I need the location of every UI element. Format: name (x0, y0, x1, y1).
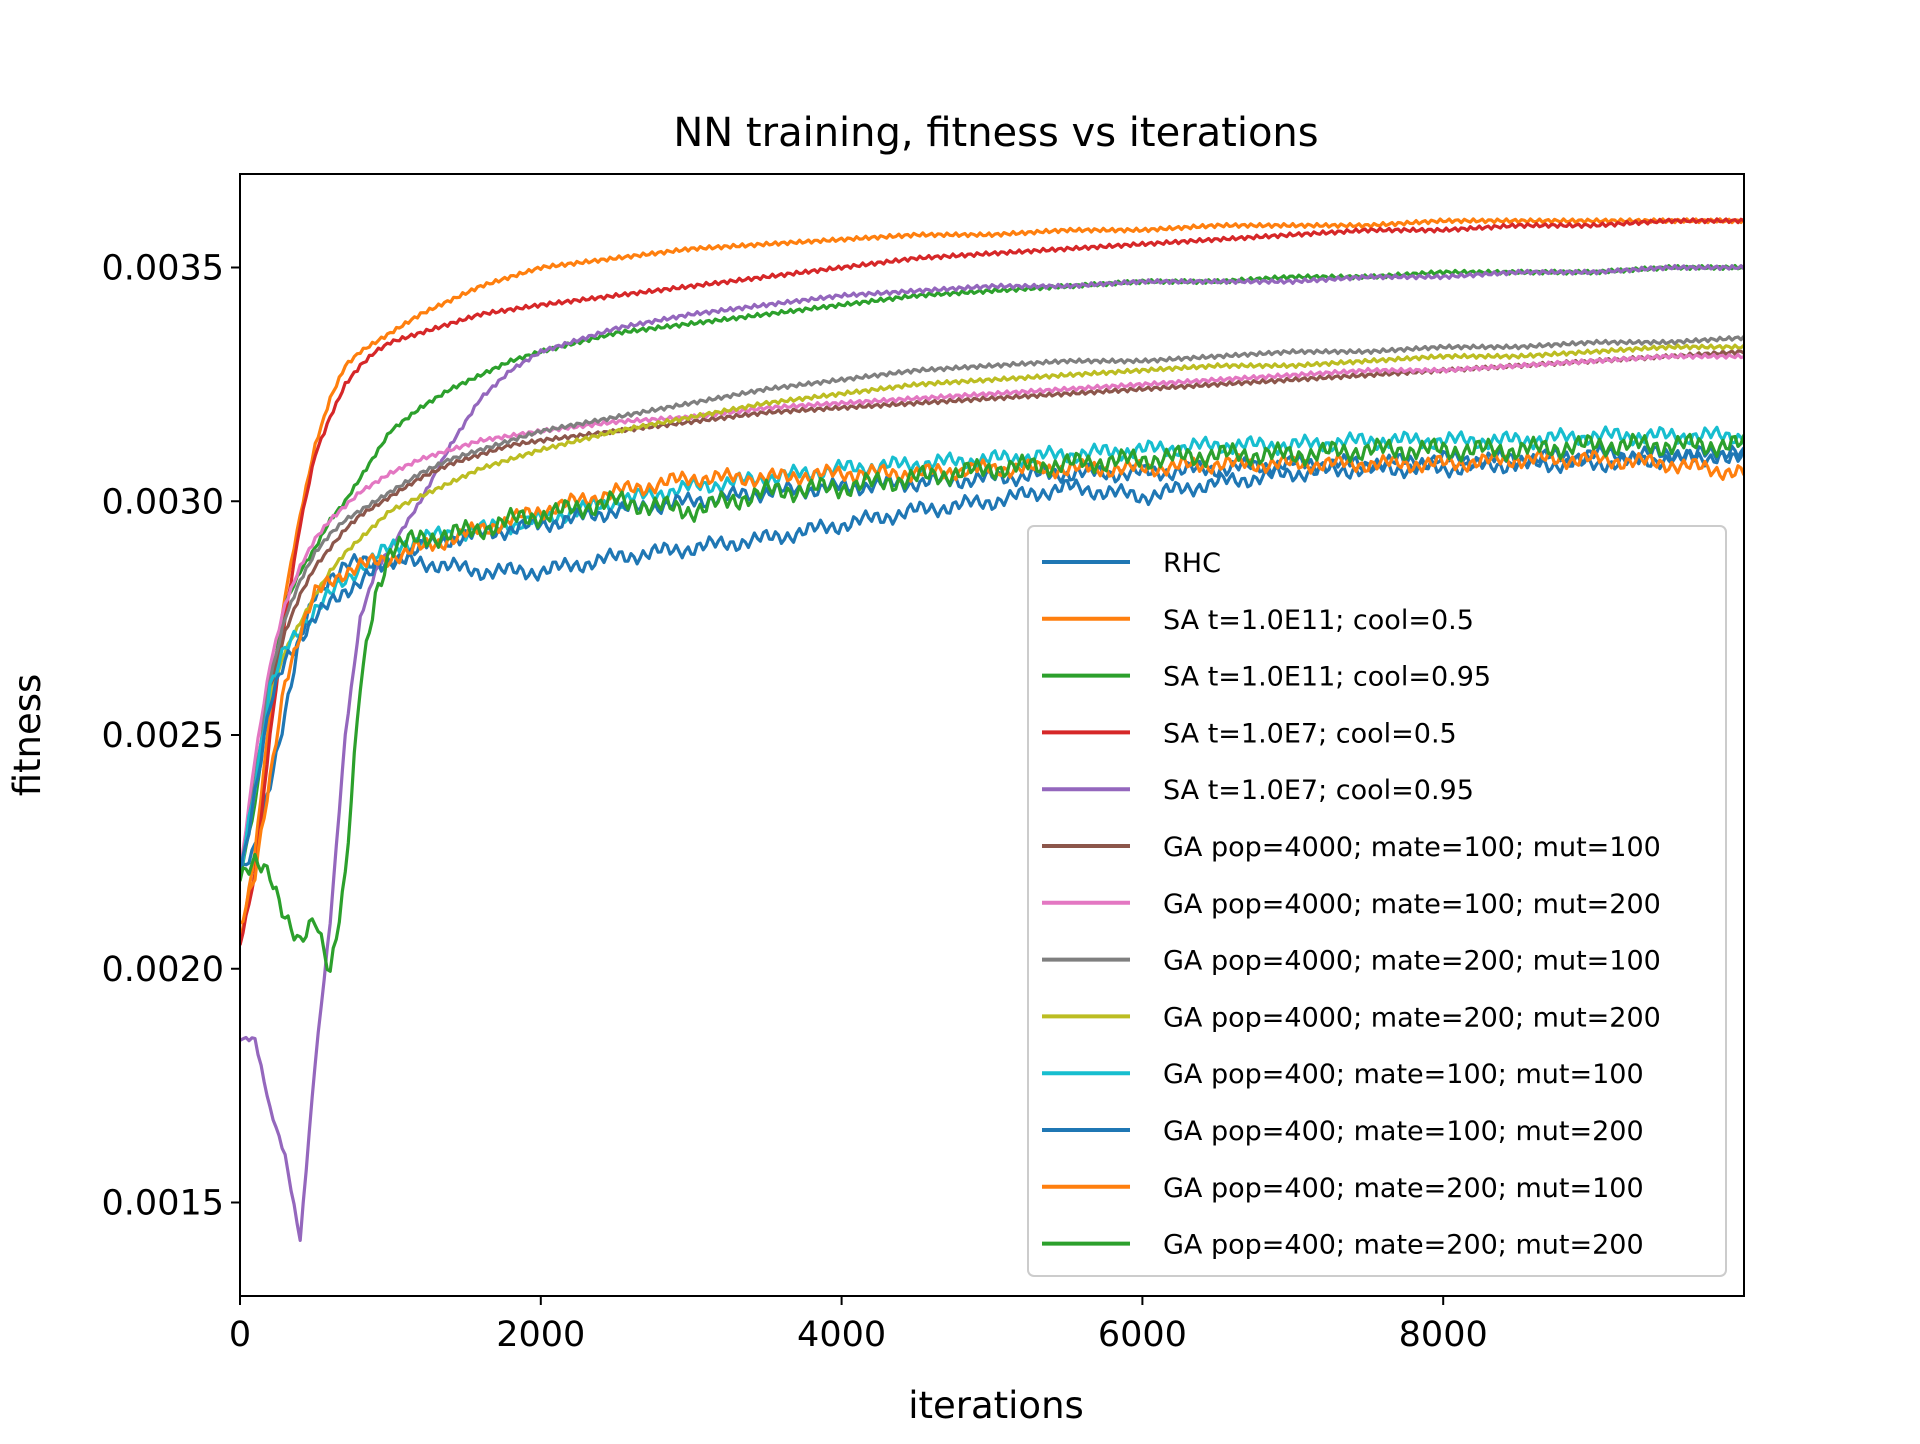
legend-label: GA pop=4000; mate=200; mut=200 (1163, 1002, 1661, 1033)
legend-label: GA pop=4000; mate=100; mut=200 (1163, 889, 1661, 920)
series-line (240, 217, 1744, 946)
y-tick-label: 0.0030 (102, 482, 224, 522)
legend-box (1027, 525, 1727, 1277)
legend-label: GA pop=400; mate=200; mut=200 (1163, 1230, 1644, 1261)
legend-label: SA t=1.0E7; cool=0.5 (1163, 718, 1457, 749)
legend-label: SA t=1.0E11; cool=0.5 (1163, 605, 1474, 636)
y-tick-label: 0.0020 (102, 950, 224, 990)
legend-label: GA pop=400; mate=200; mut=100 (1163, 1173, 1644, 1204)
series-line (240, 432, 1744, 973)
y-tick-label: 0.0015 (102, 1184, 224, 1224)
y-axis-label: fitness (6, 674, 49, 797)
legend-label: GA pop=400; mate=100; mut=100 (1163, 1059, 1644, 1090)
legend-label: GA pop=4000; mate=100; mut=100 (1163, 832, 1661, 863)
x-tick-label: 2000 (496, 1315, 585, 1355)
legend-label: GA pop=400; mate=100; mut=200 (1163, 1116, 1644, 1147)
x-tick-label: 0 (229, 1315, 251, 1355)
chart-title: NN training, fitness vs iterations (673, 110, 1318, 156)
series-line (240, 352, 1744, 876)
legend-label: RHC (1163, 548, 1221, 579)
legend-label: GA pop=4000; mate=200; mut=100 (1163, 946, 1661, 977)
x-tick-label: 6000 (1098, 1315, 1187, 1355)
series-line (240, 264, 1744, 1243)
legend-label: SA t=1.0E7; cool=0.95 (1163, 775, 1474, 806)
x-tick-label: 8000 (1399, 1315, 1488, 1355)
series-line (240, 335, 1744, 875)
x-axis: 0 2000 4000 6000 8000 (229, 1296, 1488, 1355)
series-layer (240, 217, 1744, 1243)
y-tick-label: 0.0035 (102, 249, 224, 289)
series-line (240, 217, 1744, 945)
series-line (240, 343, 1744, 874)
x-axis-label: iterations (908, 1384, 1084, 1427)
x-tick-label: 4000 (797, 1315, 886, 1355)
y-axis: 0.0015 0.0020 0.0025 0.0030 0.0035 (102, 249, 240, 1224)
legend-label: SA t=1.0E11; cool=0.95 (1163, 662, 1491, 693)
series-line (240, 444, 1744, 876)
y-tick-label: 0.0025 (102, 716, 224, 756)
legend: RHC SA t=1.0E11; cool=0.5 SA t=1.0E11; coo… (1027, 525, 1727, 1277)
